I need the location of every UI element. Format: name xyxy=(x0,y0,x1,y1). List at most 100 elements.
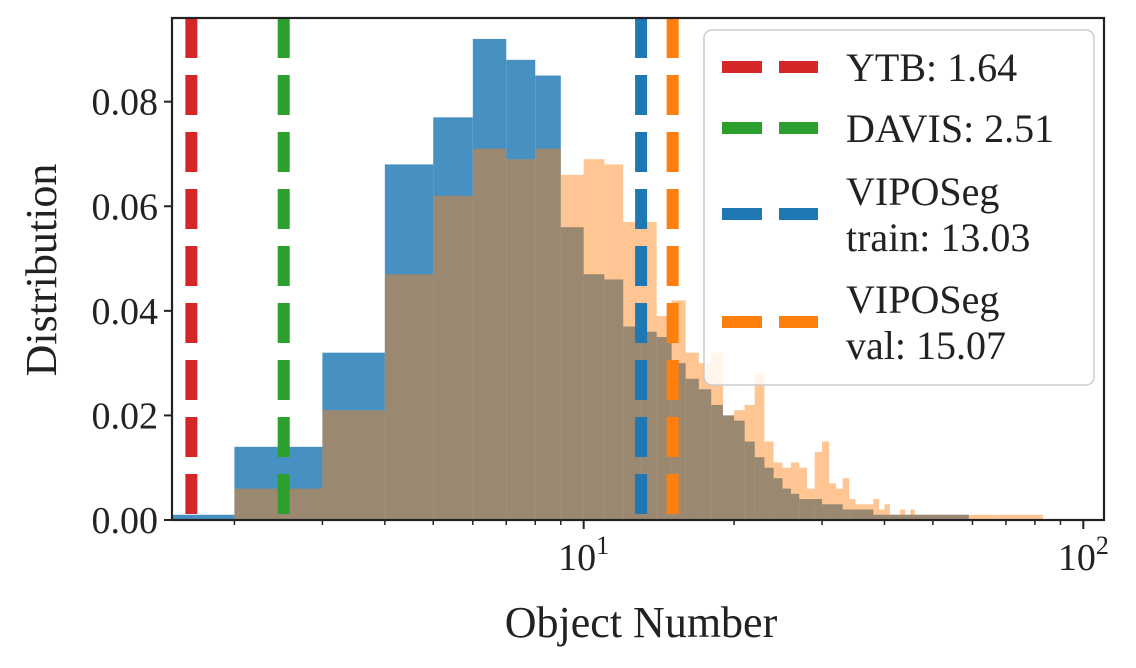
bar-viposeg-train xyxy=(842,509,850,520)
y-tick-label: 0.00 xyxy=(92,500,159,542)
legend-label-viposeg-train: VIPOSeg train: 13.03 xyxy=(846,169,1030,260)
bar-viposeg-val xyxy=(928,514,933,520)
bar-viposeg-val xyxy=(1020,514,1024,520)
bar-viposeg-val xyxy=(535,148,561,521)
bar-viposeg-train xyxy=(764,467,774,520)
bar-viposeg-val xyxy=(999,514,1003,520)
bar-viposeg-val xyxy=(932,514,938,520)
bar-viposeg-train xyxy=(941,514,946,520)
bar-viposeg-train xyxy=(384,164,434,521)
bar-viposeg-val xyxy=(965,514,969,520)
bar-viposeg-val xyxy=(993,514,997,520)
bar-viposeg-val xyxy=(949,514,954,520)
legend-label-davis: DAVIS: 2.51 xyxy=(846,106,1054,151)
bar-viposeg-val xyxy=(711,352,723,520)
bar-viposeg-val xyxy=(1002,514,1006,520)
bar-viposeg-val xyxy=(983,514,987,520)
bar-viposeg-val xyxy=(878,509,885,520)
bar-viposeg-train xyxy=(583,274,605,520)
bar-viposeg-val xyxy=(698,363,712,521)
bar-viposeg-train xyxy=(878,514,885,520)
bar-viposeg-val xyxy=(924,514,929,520)
bar-viposeg-train xyxy=(867,509,874,520)
bar-viposeg-train xyxy=(782,488,792,521)
bar-viposeg-val xyxy=(604,164,624,521)
bar-viposeg-val xyxy=(1037,514,1041,520)
bar-viposeg-val xyxy=(972,514,977,520)
bar-viposeg-val xyxy=(910,509,915,520)
bar-viposeg-val xyxy=(1005,514,1009,520)
bar-viposeg-val xyxy=(764,441,774,520)
bar-viposeg-val xyxy=(829,483,837,520)
bar-viposeg-train xyxy=(773,478,783,520)
bar-viposeg-val xyxy=(957,514,962,520)
bar-viposeg-val xyxy=(867,504,874,520)
bar-viposeg-train xyxy=(506,59,536,520)
bar-viposeg-val xyxy=(1026,514,1030,520)
bar-viposeg-train xyxy=(957,514,962,520)
bar-viposeg-val xyxy=(1029,514,1033,520)
legend-box xyxy=(703,29,1095,386)
bar-viposeg-val xyxy=(1034,514,1038,520)
bar-viposeg-val xyxy=(842,478,850,520)
bar-viposeg-train xyxy=(535,75,561,521)
y-tick-label: 0.02 xyxy=(92,395,159,437)
bar-viposeg-val xyxy=(1009,514,1013,520)
x-axis-label: Object Number xyxy=(505,598,778,647)
bar-viposeg-train xyxy=(932,514,938,520)
bar-viposeg-val xyxy=(986,514,990,520)
bar-viposeg-train xyxy=(836,504,843,520)
bar-viposeg-val xyxy=(814,452,823,520)
bar-viposeg-train xyxy=(722,415,735,520)
bar-viposeg-val xyxy=(953,514,958,520)
y-axis-ticks: 0.00 0.02 0.04 0.06 0.08 xyxy=(92,82,172,542)
bar-viposeg-train xyxy=(900,514,906,520)
bar-viposeg-val xyxy=(734,410,745,520)
plot-frame xyxy=(170,16,1106,522)
bar-viposeg-train xyxy=(849,509,856,520)
bar-viposeg-val xyxy=(1015,514,1018,520)
bar-viposeg-val xyxy=(905,514,911,520)
bar-viposeg-val xyxy=(472,148,507,521)
bar-viposeg-train xyxy=(873,514,879,520)
bar-viposeg-val xyxy=(384,274,434,520)
legend: YTB: 1.64 DAVIS: 2.51 VIPOSeg train: 13.03 V… xyxy=(703,29,1095,386)
bar-viposeg-train xyxy=(744,441,755,520)
bar-viposeg-val xyxy=(989,514,994,520)
bar-viposeg-val xyxy=(895,514,901,520)
bar-viposeg-train xyxy=(791,493,800,520)
y-axis-label: Distribution xyxy=(17,164,66,377)
bar-viposeg-train xyxy=(560,227,584,521)
bars-viposeg-val xyxy=(234,148,1043,521)
legend-label-ytb: YTB: 1.64 xyxy=(846,45,1017,90)
bar-viposeg-val xyxy=(941,514,946,520)
bar-viposeg-val xyxy=(900,509,906,520)
bar-viposeg-val xyxy=(722,415,735,520)
bar-viposeg-train xyxy=(807,499,815,520)
bar-viposeg-val xyxy=(996,514,1000,520)
bar-viposeg-val xyxy=(782,467,792,520)
bar-viposeg-train xyxy=(905,514,911,520)
bar-viposeg-val xyxy=(968,514,973,520)
bar-viposeg-val xyxy=(322,410,385,520)
bar-viposeg-val xyxy=(671,300,686,521)
bar-viposeg-val xyxy=(560,174,584,521)
bar-viposeg-val xyxy=(836,488,843,521)
bar-viposeg-val xyxy=(889,514,896,520)
bar-viposeg-train xyxy=(961,514,966,520)
legend-label-viposeg-val: VIPOSeg val: 15.07 xyxy=(846,277,1006,368)
bar-viposeg-train xyxy=(949,514,954,520)
bar-viposeg-train xyxy=(855,509,862,520)
bar-viposeg-val xyxy=(919,514,925,520)
bar-viposeg-val xyxy=(744,404,755,520)
bar-viposeg-val xyxy=(1040,514,1043,520)
bar-viposeg-val xyxy=(976,514,980,520)
bar-viposeg-train xyxy=(937,514,942,520)
bar-viposeg-val xyxy=(822,441,830,520)
bar-viposeg-train xyxy=(604,279,624,520)
bar-viposeg-val xyxy=(506,159,536,520)
x-axis-ticks: 101 102 xyxy=(233,520,1109,579)
bar-viposeg-val xyxy=(685,352,699,520)
bar-viposeg-val xyxy=(1032,514,1035,520)
x-tick-label: 102 xyxy=(1058,531,1109,579)
